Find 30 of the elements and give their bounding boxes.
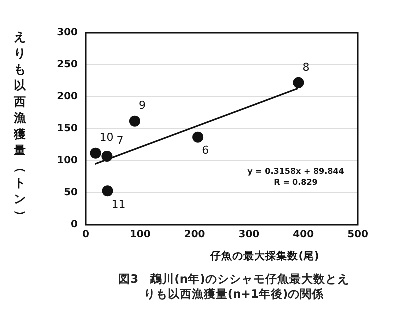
x-tick-label: 100: [130, 230, 151, 241]
y-tick-label: 300: [57, 28, 78, 39]
annotation: 8: [302, 60, 310, 74]
y-tick-label: 50: [64, 188, 78, 199]
text: えりも以西漁獲量（トン）: [14, 30, 28, 222]
point: [129, 116, 140, 127]
point: [192, 132, 204, 143]
x-tick-label: 0: [82, 230, 90, 241]
annotation: R = 0.829: [274, 178, 318, 188]
text: 図3 鵡川(n年)のシシャモ仔魚最大数とえりも以西漁獲量(n+1年後)の関係: [118, 272, 350, 302]
point: [293, 77, 304, 88]
annotation: y = 0.3158x + 89.844: [248, 167, 345, 176]
x-tick-label: 400: [293, 230, 314, 241]
y-tick-label: 0: [71, 220, 78, 231]
y-tick-label: 100: [57, 156, 78, 167]
point: [102, 151, 113, 162]
x-axis-title: 仔魚の最大採集数(尾): [210, 250, 320, 263]
annotation: 6: [202, 144, 210, 158]
x-tick-label: 500: [348, 230, 368, 241]
y-tick-label: 150: [57, 124, 78, 135]
y-tick-label: 200: [57, 92, 78, 103]
point: [90, 148, 102, 159]
annotation: 7: [116, 134, 124, 148]
y-tick-label: 250: [57, 60, 78, 71]
x-tick-label: 200: [184, 230, 206, 241]
point: [102, 186, 114, 197]
annotation: 9: [138, 99, 146, 112]
annotation: 11: [112, 198, 126, 211]
x-tick-label: 300: [238, 230, 260, 241]
annotation: 10: [100, 131, 114, 144]
